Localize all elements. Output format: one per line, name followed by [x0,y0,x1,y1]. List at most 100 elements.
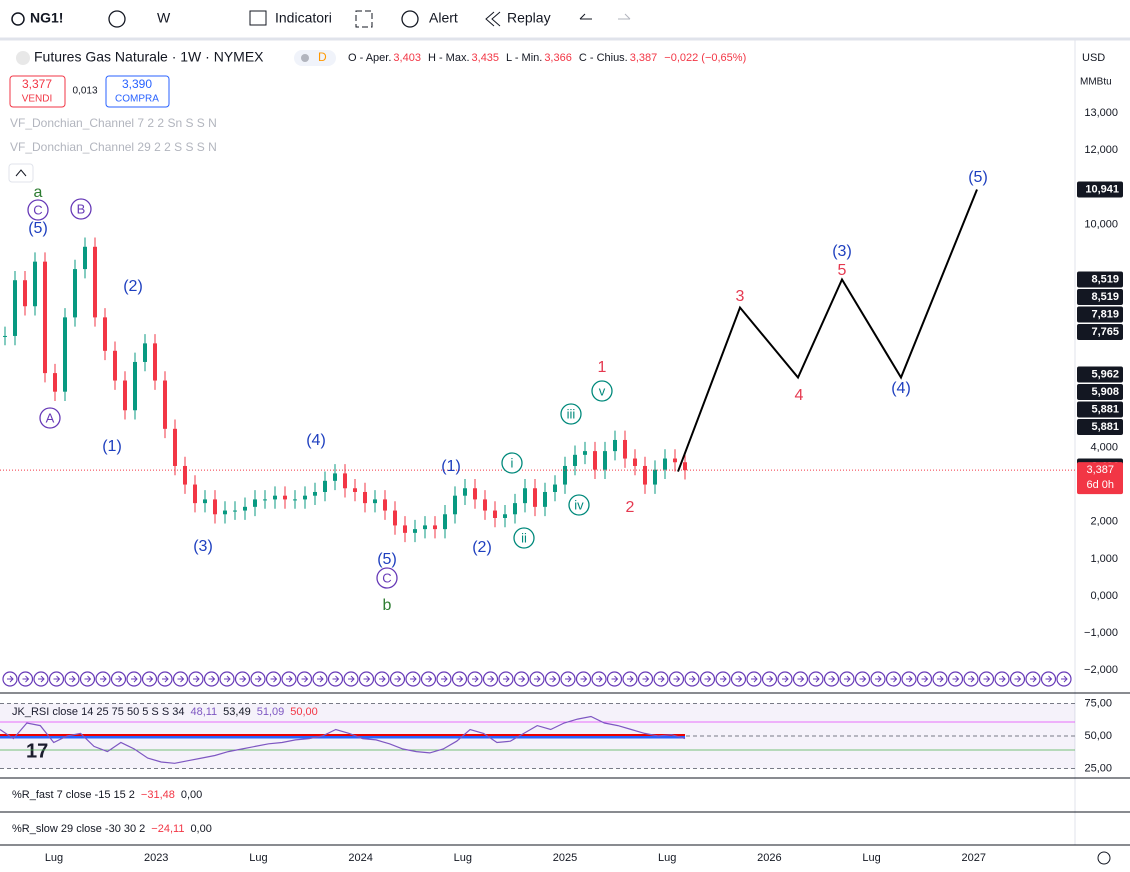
r-fast-value: 0,00 [181,789,202,801]
time-label: Lug [862,852,880,864]
candle [293,499,297,501]
candle [563,465,567,485]
candle [173,428,177,466]
event-arrow [797,675,805,683]
event-arrow [549,675,557,683]
event-arrow [224,675,231,683]
interval[interactable]: W [157,10,171,26]
last-price: 3,387 [1086,464,1114,476]
undo[interactable] [579,13,592,20]
event-arrow [580,675,588,683]
indicators-icon[interactable] [249,10,267,26]
candle [273,495,277,500]
buy-label[interactable]: COMPRA [115,94,159,105]
wave-label: (4) [891,380,911,397]
event-arrow [208,675,216,683]
time-label: Lug [45,852,63,864]
collapse-legend[interactable] [8,163,34,183]
candle [23,280,27,307]
settings[interactable] [1097,851,1111,865]
candle [343,473,347,489]
currency[interactable]: USD [1082,52,1105,64]
price-tick-label: 12,000 [1084,144,1118,156]
alert-icon[interactable] [401,10,419,28]
price-label: 7,765 [1091,326,1119,338]
rsi-value: 48,11 [190,706,217,718]
candle [73,269,77,318]
event-arrow [937,675,944,683]
time-label: Lug [249,852,267,864]
candle [643,465,647,485]
event-arrow [255,675,262,683]
rsi-value: 51,09 [257,706,285,718]
rsi-tick-label: 25,00 [1084,762,1112,774]
candle [33,261,37,307]
event-arrow [611,675,619,683]
event-arrow [782,675,789,683]
candle [463,488,467,496]
r-slow-value: −24,11 [151,823,184,835]
wave-circle [376,567,398,589]
price-label-bg [1077,324,1123,341]
sell-label[interactable]: VENDI [22,94,53,105]
candle [373,499,377,504]
candle [363,491,367,504]
replay-button[interactable]: Replay [507,10,551,26]
buy-button[interactable] [105,75,170,108]
symbol[interactable]: NG1! [30,10,63,26]
ohlc-label: C - Chius. [579,52,628,64]
rsi-label: JK_RSI close 14 25 75 50 5 S S 34 [12,706,184,718]
price-label-bg [1077,419,1123,436]
indicator-label: VF_Donchian_Channel 7 2 2 Sn S S N [10,116,217,130]
event-arrow [410,675,417,683]
event-arrow [518,675,526,683]
candle [283,495,287,500]
sell-button[interactable] [9,75,66,108]
wave-label: C [382,570,391,585]
wave-circle [501,452,523,474]
countdown: 6d 0h [1086,479,1114,491]
candle [523,488,527,504]
add-symbol[interactable] [108,10,126,28]
unit[interactable]: MMBtu [1080,77,1112,88]
ohlc-value: 3,403 [393,52,421,64]
legend-title: Futures Gas Naturale · 1W · NYMEX [34,49,264,65]
wave-label: A [46,410,55,425]
wave-circle [560,403,582,425]
layouts-icon[interactable] [355,10,373,28]
candle [53,373,57,392]
event-arrow [7,675,14,683]
candle [153,343,157,381]
spread: 0,013 [72,86,97,97]
wave-label: 5 [838,262,847,279]
indicators-button[interactable]: Indicatori [275,10,332,26]
wave-circle [568,494,590,516]
candle [313,491,317,496]
wave-label: b [383,597,392,614]
candle [383,499,387,511]
wave-label: 3 [736,288,745,305]
replay-icon[interactable] [485,11,501,27]
alert-button[interactable]: Alert [429,10,458,26]
price-label: 5,881 [1091,403,1119,415]
sell-price[interactable]: 3,377 [22,77,52,91]
search-icon[interactable] [11,12,25,26]
event-arrow [441,675,448,683]
ohlc-value: 3,366 [544,52,572,64]
redo[interactable] [618,13,631,20]
candle [133,361,137,411]
price-tick-label: 2,000 [1090,516,1118,528]
event-arrow [596,675,603,683]
ohlc-label: H - Max. [428,52,470,64]
candle [513,503,517,515]
wave-label: B [77,201,86,216]
candle [63,317,67,392]
candle [3,335,7,337]
candle [193,484,197,504]
wave-circle [39,407,61,429]
collapse-icon [15,169,27,177]
change: −0,022 (−0,65%) [664,52,746,64]
toolbar [0,0,1130,38]
time-label: 2024 [348,852,372,864]
buy-price[interactable]: 3,390 [122,77,152,91]
